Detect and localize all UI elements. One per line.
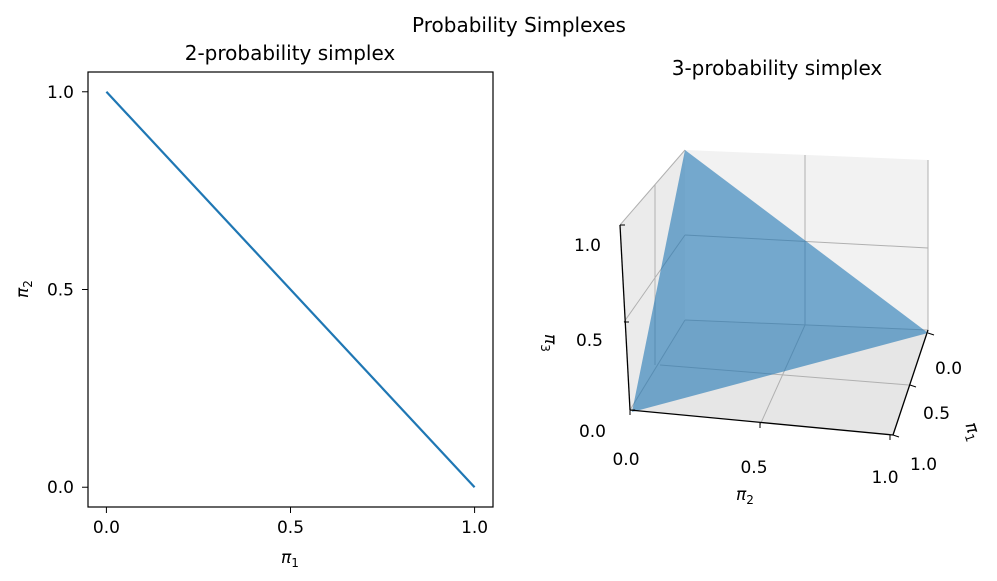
chart-3d: 3-probability simplex [538, 56, 985, 507]
y-tick-label: 1.0 [871, 468, 898, 488]
x-tick-label: 1.0 [461, 518, 488, 538]
chart-2d: 2-probability simplex 0.0 0.5 1.0 0.0 0.5 1.0… [13, 41, 494, 570]
x-tick-label: 1.0 [910, 455, 937, 475]
chart-2d-xlabel: π1 [281, 548, 299, 570]
x-tick-label: 0.0 [935, 359, 962, 379]
chart-3d-ylabel: π2 [736, 485, 754, 507]
y-tick-label: 0.0 [47, 478, 74, 498]
axes-3d [619, 224, 929, 436]
y-tick-label: 0.5 [47, 281, 74, 301]
x-tick-label: 0.0 [93, 518, 120, 538]
z-tick-label: 0.0 [579, 422, 606, 442]
x-tick-label: 0.5 [923, 404, 950, 424]
z-tick-label: 1.0 [574, 236, 601, 256]
chart-3d-title: 3-probability simplex [672, 56, 883, 80]
simplex-surface [632, 150, 928, 412]
chart-2d-ticks: 0.0 0.5 1.0 0.0 0.5 1.0 [47, 83, 488, 538]
chart-2d-ylabel: π2 [13, 280, 35, 298]
chart-2d-line [105, 91, 476, 488]
figure-title: Probability Simplexes [412, 13, 626, 37]
y-tick-label: 0.0 [612, 450, 639, 470]
chart-3d-zlabel: π3 [538, 334, 560, 352]
x-tick-label: 0.5 [277, 518, 304, 538]
y-tick-label: 0.5 [740, 458, 767, 478]
z-tick-label: 0.5 [576, 331, 603, 351]
chart-2d-title: 2-probability simplex [185, 41, 396, 65]
ticks-3d [620, 224, 935, 440]
chart-3d-xlabel: π1 [959, 420, 985, 444]
y-tick-label: 1.0 [47, 83, 74, 103]
